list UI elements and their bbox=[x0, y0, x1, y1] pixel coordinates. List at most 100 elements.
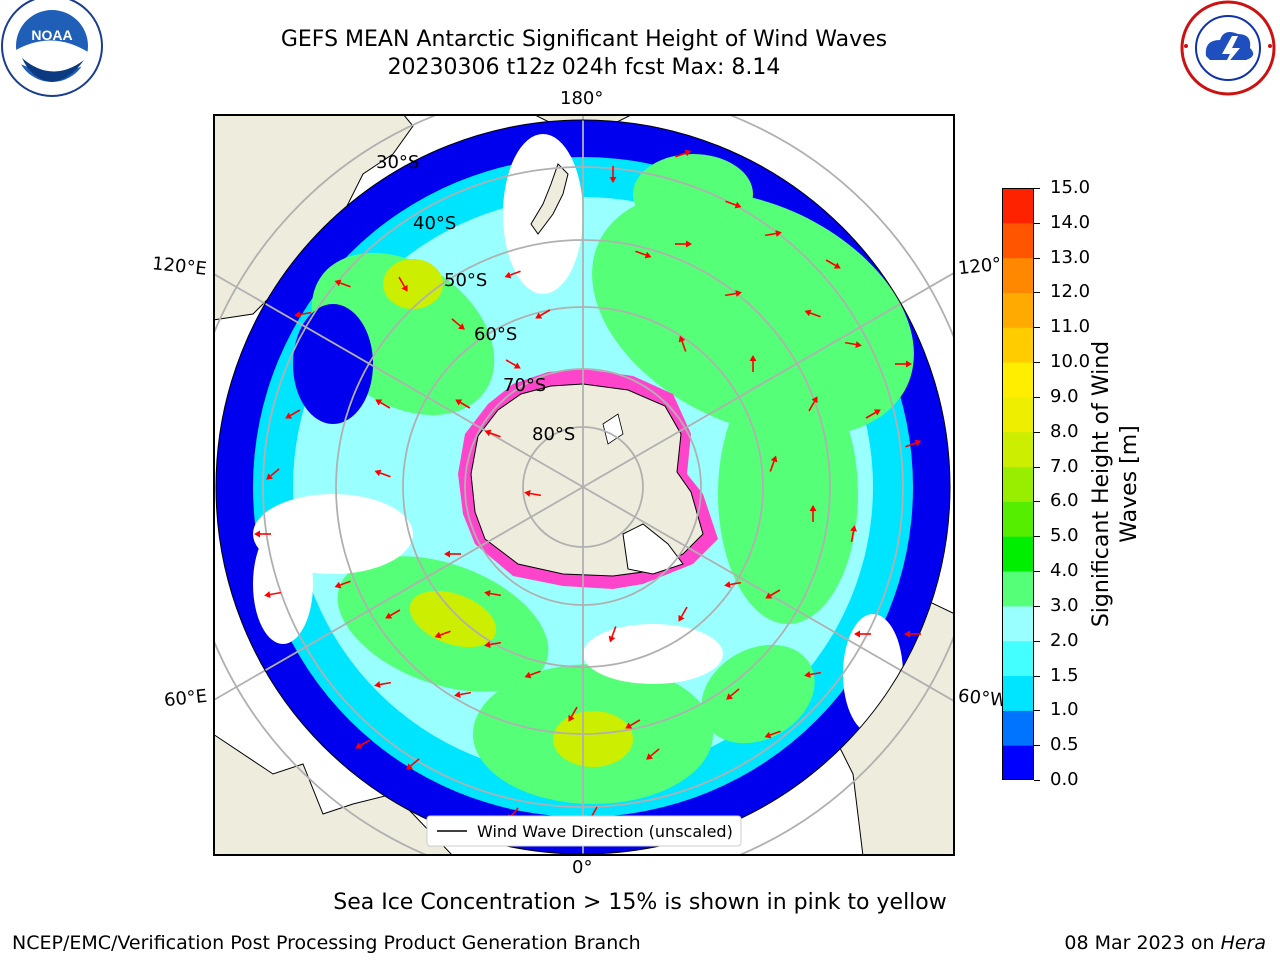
wind-arrow bbox=[765, 589, 781, 599]
nws-logo bbox=[1176, 0, 1280, 100]
chart-title: GEFS MEAN Antarctic Significant Height o… bbox=[0, 26, 1168, 82]
colorbar-tick-mark bbox=[1034, 605, 1040, 607]
colorbar-swatch bbox=[1002, 292, 1034, 328]
graticule bbox=[214, 115, 954, 855]
lon-label-60e: 60°E bbox=[163, 685, 209, 712]
wind-arrow bbox=[725, 200, 742, 209]
noaa-logo-text: NOAA bbox=[31, 27, 72, 43]
wind-arrow bbox=[455, 399, 471, 409]
footer-machine: Hera bbox=[1220, 932, 1266, 954]
colorbar-swatch bbox=[1002, 362, 1034, 398]
wind-arrow bbox=[724, 290, 742, 297]
colorbar-tick-mark bbox=[1034, 675, 1040, 677]
wind-arrow bbox=[406, 758, 420, 770]
colorbar-swatches bbox=[1002, 188, 1034, 781]
wind-arrow bbox=[609, 166, 617, 183]
wind-arrow bbox=[334, 279, 351, 288]
wind-arrow bbox=[398, 276, 408, 292]
wind-arrow bbox=[764, 230, 782, 237]
colorbar-tick-label: 1.0 bbox=[1050, 699, 1079, 721]
colorbar-tick-mark bbox=[1034, 396, 1040, 398]
wind-arrow bbox=[454, 691, 472, 698]
colorbar-tick-label: 12.0 bbox=[1050, 281, 1091, 303]
colorbar-tick-mark bbox=[1034, 292, 1040, 294]
wind-arrow bbox=[808, 396, 818, 412]
wind-arrow bbox=[764, 730, 781, 739]
lon-label-120w: 120° bbox=[957, 253, 1003, 280]
colorbar-tick-mark bbox=[1034, 222, 1040, 224]
lat-label-70s: 70°S bbox=[503, 375, 547, 396]
colorbar-tick-label: 9.0 bbox=[1050, 385, 1079, 407]
wind-arrow bbox=[451, 318, 465, 330]
wind-arrow bbox=[825, 259, 841, 269]
colorbar-tick-mark bbox=[1034, 257, 1040, 259]
footer-left: NCEP/EMC/Verification Post Processing Pr… bbox=[12, 932, 641, 954]
title-line-1: GEFS MEAN Antarctic Significant Height o… bbox=[280, 27, 888, 52]
lat-label-30s: 30°S bbox=[376, 152, 420, 173]
colorbar-swatch bbox=[1002, 605, 1034, 642]
colorbar-tick-label: 3.0 bbox=[1050, 594, 1079, 616]
wind-arrow bbox=[374, 681, 392, 688]
new-zealand bbox=[530, 163, 569, 235]
wind-arrow bbox=[484, 590, 502, 597]
wind-arrow bbox=[568, 706, 578, 722]
wind-arrow bbox=[726, 688, 740, 700]
wind-arrow bbox=[850, 525, 857, 543]
title-line-2: 20230306 t12z 024h fcst Max: 8.14 bbox=[387, 55, 781, 80]
colorbar-swatch bbox=[1002, 431, 1034, 468]
colorbar-label: Significant Height of Wind Waves [m] bbox=[1088, 284, 1144, 684]
colorbar-swatch bbox=[1002, 327, 1034, 363]
colorbar-swatch bbox=[1002, 675, 1034, 711]
colorbar-tick-label: 0.0 bbox=[1050, 769, 1079, 790]
map-panel: Wind Wave Direction (unscaled) bbox=[213, 114, 955, 856]
wave-height-field bbox=[253, 134, 914, 817]
colorbar-ticks: 0.0 0.5 1.0 1.5 2.0 3.0 4.0 5.0 6.0 7.0 8.0 9.0 10.0… bbox=[1034, 0, 1104, 960]
legend-label: Wind Wave Direction (unscaled) bbox=[477, 822, 733, 841]
wind-arrow bbox=[385, 609, 401, 619]
wind-arrow bbox=[285, 409, 301, 419]
wind-arrow bbox=[625, 719, 641, 729]
wind-arrow bbox=[504, 270, 521, 279]
wind-arrow bbox=[535, 309, 551, 319]
wind-arrow bbox=[646, 748, 660, 760]
wind-arrow bbox=[635, 250, 652, 259]
colorbar-tick-label: 8.0 bbox=[1050, 420, 1079, 442]
lat-label-80s: 80°S bbox=[532, 424, 576, 445]
wind-arrow bbox=[678, 335, 687, 352]
wind-arrow bbox=[675, 240, 692, 248]
colorbar-tick-label: 11.0 bbox=[1050, 316, 1091, 338]
wind-arrow bbox=[675, 149, 692, 158]
wind-arrow bbox=[804, 309, 821, 318]
colorbar-swatch bbox=[1002, 466, 1034, 502]
wind-arrow bbox=[678, 606, 688, 622]
wind-arrow bbox=[266, 468, 280, 480]
wind-arrow bbox=[904, 630, 921, 638]
colorbar-swatch bbox=[1002, 188, 1034, 224]
colorbar-tick-label: 2.0 bbox=[1050, 629, 1079, 651]
wind-arrow bbox=[865, 409, 881, 419]
colorbar-tick-label: 1.5 bbox=[1050, 664, 1079, 686]
wind-arrow bbox=[749, 355, 757, 372]
colorbar-tick-label: 5.0 bbox=[1050, 525, 1079, 547]
wind-arrow bbox=[444, 550, 461, 558]
colorbar-swatch bbox=[1002, 745, 1034, 781]
wind-arrow bbox=[895, 360, 912, 368]
colorbar-tick-mark bbox=[1034, 571, 1040, 573]
wind-arrow bbox=[374, 469, 391, 478]
wind-arrow bbox=[844, 341, 862, 348]
polar-map: Wind Wave Direction (unscaled) bbox=[213, 114, 955, 856]
wind-arrow bbox=[769, 455, 778, 472]
lat-label-60s: 60°S bbox=[474, 324, 518, 345]
colorbar-tick-mark bbox=[1034, 466, 1040, 468]
colorbar-swatch bbox=[1002, 536, 1034, 572]
wind-arrow bbox=[524, 670, 541, 679]
colorbar-tick-label: 15.0 bbox=[1050, 177, 1091, 198]
noaa-logo: NOAA bbox=[0, 0, 104, 104]
colorbar-tick-label: 4.0 bbox=[1050, 560, 1079, 582]
colorbar-tick-mark bbox=[1034, 536, 1040, 538]
colorbar bbox=[1002, 188, 1034, 781]
colorbar-label-line1: Significant Height of Wind bbox=[1089, 340, 1114, 628]
lon-label-120e: 120°E bbox=[151, 253, 208, 280]
lat-label-40s: 40°S bbox=[413, 213, 457, 234]
wind-arrow bbox=[484, 641, 502, 648]
